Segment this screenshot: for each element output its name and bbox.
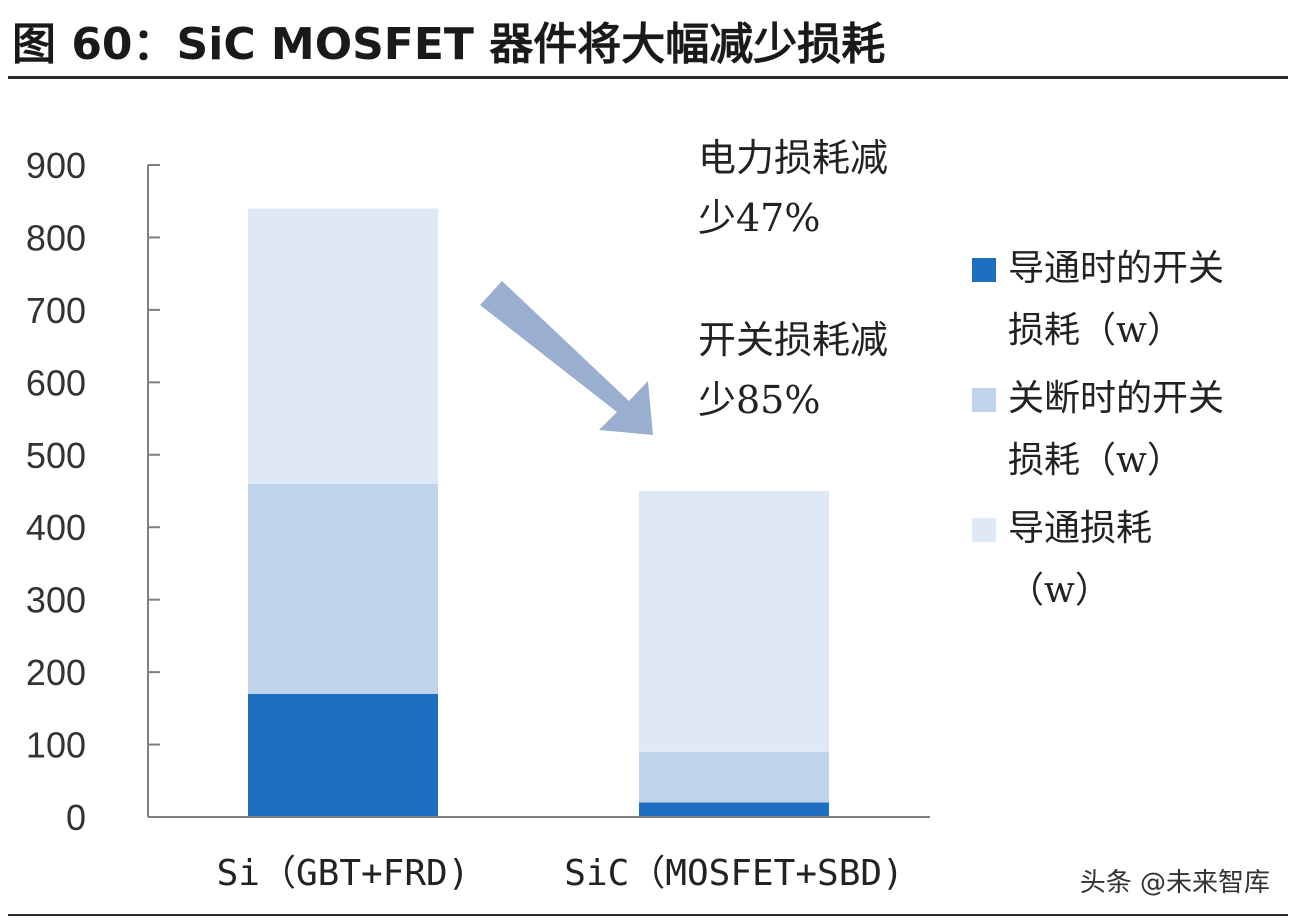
switch-loss-annotation: 开关损耗减 少85% bbox=[698, 318, 889, 422]
legend-label-on-switching: 导通时的开关损耗（w） bbox=[1008, 248, 1225, 351]
bar-segment-2-2 bbox=[639, 751, 829, 803]
bar-segment-1-3 bbox=[248, 208, 438, 484]
y-tick-label: 700 bbox=[26, 290, 86, 331]
y-tick-label: 300 bbox=[26, 580, 86, 621]
watermark: 头条 @未来智库 bbox=[1079, 868, 1270, 898]
y-tick-label: 0 bbox=[66, 797, 86, 838]
legend-label-off-switching: 关断时的开关损耗（w） bbox=[1008, 378, 1225, 481]
y-tick-label: 200 bbox=[26, 652, 86, 693]
y-tick-label: 400 bbox=[26, 507, 86, 548]
y-tick-label: 500 bbox=[26, 435, 86, 476]
bar-segment-2-1 bbox=[639, 802, 829, 817]
legend: 导通时的开关损耗（w） 关断时的开关损耗（w） 导通损耗（w） bbox=[972, 238, 1272, 628]
bar-segment-1-2 bbox=[248, 483, 438, 694]
legend-item-on-switching: 导通时的开关损耗（w） bbox=[972, 238, 1272, 362]
legend-item-conduction: 导通损耗（w） bbox=[972, 498, 1272, 622]
reduction-arrow bbox=[480, 281, 653, 435]
legend-item-off-switching: 关断时的开关损耗（w） bbox=[972, 368, 1272, 492]
x-tick-label: Si（GBT+FRD) bbox=[217, 853, 470, 894]
legend-swatch-off-switching bbox=[972, 388, 996, 412]
power-loss-annotation: 电力损耗减 少47% bbox=[698, 136, 889, 240]
bar-segment-1-1 bbox=[248, 693, 438, 817]
legend-swatch-on-switching bbox=[972, 258, 996, 282]
legend-label-conduction: 导通损耗（w） bbox=[1008, 508, 1153, 611]
y-tick-label: 600 bbox=[26, 362, 86, 403]
chart-title: 图 60：SiC MOSFET 器件将大幅减少损耗 bbox=[12, 19, 886, 70]
bars-group bbox=[248, 208, 829, 817]
x-tick-label: SiC（MOSFET+SBD) bbox=[564, 853, 903, 894]
title-divider bbox=[8, 76, 1288, 79]
axes-group: 0 100 200 300 400 500 600 700 800 900 Si（GBT+FRD) S… bbox=[26, 145, 930, 894]
y-tick-label: 900 bbox=[26, 145, 86, 186]
y-tick-label: 100 bbox=[26, 725, 86, 766]
bottom-divider bbox=[8, 914, 1288, 916]
legend-swatch-conduction bbox=[972, 518, 996, 542]
bar-segment-2-3 bbox=[639, 491, 829, 752]
y-tick-label: 800 bbox=[26, 217, 86, 258]
